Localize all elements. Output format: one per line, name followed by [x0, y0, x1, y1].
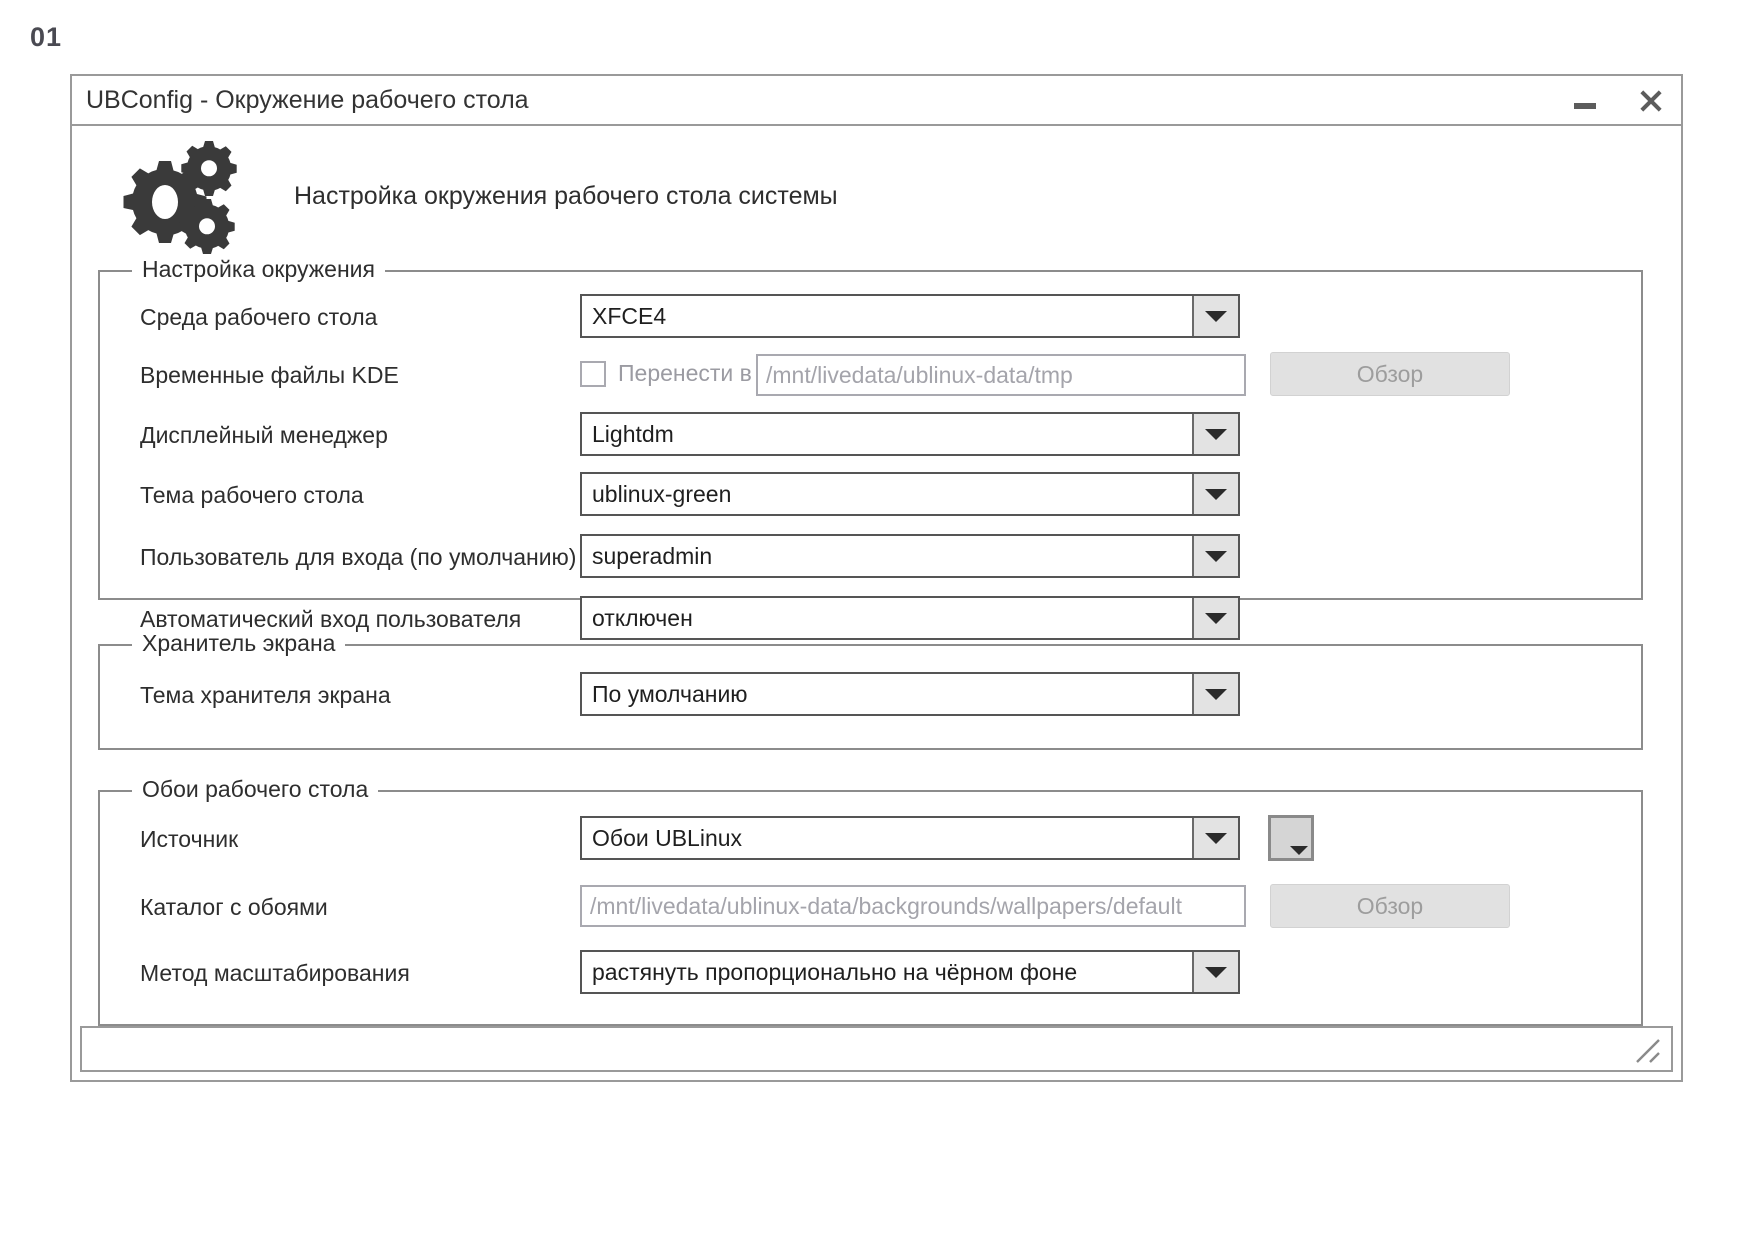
- group-title-wallpaper: Обои рабочего стола: [132, 776, 379, 803]
- input-wallpaper-directory[interactable]: /mnt/livedata/ublinux-data/backgrounds/w…: [580, 885, 1246, 927]
- label-default-login-user: Пользователь для входа (по умолчанию): [140, 544, 577, 570]
- row-wallpaper-directory: Каталог с обоями /mnt/livedata/ublinux-d…: [100, 884, 1641, 930]
- combo-desktop-theme[interactable]: ublinux-green: [580, 472, 1240, 516]
- input-kde-temp-path[interactable]: /mnt/livedata/ublinux-data/tmp: [756, 354, 1246, 396]
- chevron-down-icon[interactable]: [1192, 598, 1238, 638]
- combo-value-wallpaper-source: Обои UBLinux: [592, 824, 743, 851]
- label-scaling-method: Метод масштабирования: [140, 960, 410, 986]
- combo-value-screensaver-theme: По умолчанию: [592, 680, 748, 707]
- group-title-environment: Настройка окружения: [132, 256, 385, 283]
- row-default-login-user: Пользователь для входа (по умолчанию) su…: [100, 534, 1641, 580]
- chevron-down-icon[interactable]: [1192, 296, 1238, 336]
- checkbox-move-to-wrap[interactable]: Перенести в: [580, 360, 752, 387]
- close-icon: [1638, 88, 1664, 114]
- row-autologin: Автоматический вход пользователя отключе…: [100, 596, 1641, 642]
- combo-screensaver-theme[interactable]: По умолчанию: [580, 672, 1240, 716]
- group-title-screensaver: Хранитель экрана: [132, 630, 346, 657]
- combo-display-manager[interactable]: Lightdm: [580, 412, 1240, 456]
- minimize-button[interactable]: [1565, 81, 1605, 121]
- combo-scaling-method[interactable]: растянуть пропорционально на чёрном фоне: [580, 950, 1240, 994]
- label-autologin: Автоматический вход пользователя: [140, 606, 522, 632]
- label-display-manager: Дисплейный менеджер: [140, 422, 388, 448]
- browse-button-wallpaper[interactable]: Обзор: [1270, 884, 1510, 928]
- row-display-manager: Дисплейный менеджер Lightdm: [100, 412, 1641, 458]
- ubconfig-window: UBConfig - Окружение рабочего стола: [70, 74, 1683, 1082]
- chevron-down-icon[interactable]: [1192, 818, 1238, 858]
- window-title: UBConfig - Окружение рабочего стола: [86, 85, 529, 114]
- combo-desktop-environment[interactable]: XFCE4: [580, 294, 1240, 338]
- browse-button-kde-temp[interactable]: Обзор: [1270, 352, 1510, 396]
- chevron-down-icon[interactable]: [1192, 414, 1238, 454]
- window-controls: [1565, 76, 1671, 126]
- label-desktop-environment: Среда рабочего стола: [140, 304, 378, 330]
- combo-value-scaling-method: растянуть пропорционально на чёрном фоне: [592, 958, 1078, 985]
- color-picker-button[interactable]: [1268, 815, 1314, 861]
- combo-default-login-user[interactable]: superadmin: [580, 534, 1240, 578]
- gears-icon: [123, 140, 237, 254]
- checkbox-move-to[interactable]: [580, 360, 606, 387]
- combo-value-autologin: отключен: [592, 604, 693, 631]
- label-wallpaper-directory: Каталог с обоями: [140, 894, 328, 920]
- chevron-down-icon[interactable]: [1192, 474, 1238, 514]
- header-row: Настройка окружения рабочего стола систе…: [72, 126, 1681, 266]
- header-caption: Настройка окружения рабочего стола систе…: [294, 181, 838, 210]
- combo-value-default-login-user: superadmin: [592, 542, 713, 569]
- row-scaling-method: Метод масштабирования растянуть пропорци…: [100, 950, 1641, 996]
- window-body: Настройка окружения рабочего стола систе…: [72, 126, 1681, 1080]
- row-desktop-environment: Среда рабочего стола XFCE4: [100, 294, 1641, 340]
- group-screensaver: Хранитель экрана Тема хранителя экрана П…: [98, 630, 1643, 750]
- label-kde-temp-files: Временные файлы KDE: [140, 362, 399, 388]
- combo-value-display-manager: Lightdm: [592, 420, 674, 447]
- label-desktop-theme: Тема рабочего стола: [140, 482, 364, 508]
- page-index-label: 01: [30, 22, 63, 52]
- chevron-down-icon[interactable]: [1192, 674, 1238, 714]
- minimize-icon: [1574, 103, 1596, 109]
- combo-value-desktop-environment: XFCE4: [592, 302, 667, 329]
- row-wallpaper-source: Источник Обои UBLinux: [100, 815, 1641, 862]
- resize-grip-icon[interactable]: [1635, 1038, 1661, 1064]
- window-titlebar: UBConfig - Окружение рабочего стола: [72, 76, 1681, 126]
- checkbox-move-to-label: Перенести в: [618, 360, 752, 386]
- group-environment-settings: Настройка окружения Среда рабочего стола…: [98, 256, 1643, 640]
- close-button[interactable]: [1631, 81, 1671, 121]
- combo-wallpaper-source[interactable]: Обои UBLinux: [580, 816, 1240, 860]
- chevron-down-icon: [1290, 846, 1308, 855]
- combo-value-desktop-theme: ublinux-green: [592, 480, 732, 507]
- label-wallpaper-source: Источник: [140, 826, 239, 852]
- chevron-down-icon[interactable]: [1192, 952, 1238, 992]
- combo-autologin[interactable]: отключен: [580, 596, 1240, 640]
- label-screensaver-theme: Тема хранителя экрана: [140, 682, 391, 708]
- group-wallpaper: Обои рабочего стола Источник Обои UBLinu…: [98, 776, 1643, 1026]
- chevron-down-icon[interactable]: [1192, 536, 1238, 576]
- row-screensaver-theme: Тема хранителя экрана По умолчанию: [100, 672, 1641, 718]
- row-desktop-theme: Тема рабочего стола ublinux-green: [100, 472, 1641, 518]
- row-kde-temp-files: Временные файлы KDE Перенести в /mnt/liv…: [100, 352, 1641, 398]
- status-bar: [80, 1026, 1673, 1072]
